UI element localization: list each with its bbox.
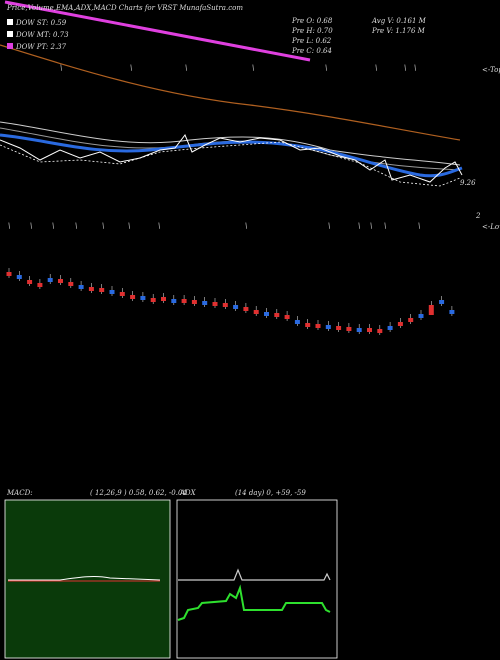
stat: Pre H: 0.70 (291, 27, 333, 35)
candle-body (325, 325, 331, 329)
candle-body (356, 328, 362, 332)
candle-body (6, 272, 12, 276)
candle-body (27, 280, 33, 284)
candle-body (161, 297, 166, 301)
candle-body (284, 315, 290, 319)
marker: \ (370, 222, 372, 230)
candle-body (191, 300, 197, 304)
candle-body (47, 278, 53, 282)
candle-body (202, 301, 208, 305)
candle-body (253, 310, 259, 314)
candle-body (264, 312, 269, 316)
candle-body (294, 320, 300, 324)
last-price: 9.26 (460, 179, 476, 187)
pink-line (4, 0, 311, 62)
legend-entry: DOW ST: 0.59 (15, 19, 67, 27)
candle-body (37, 283, 43, 287)
lows-label: <-Lows (482, 223, 500, 231)
marker: \ (384, 222, 386, 230)
candle-body (243, 307, 249, 311)
stat: Pre C: 0.64 (291, 47, 332, 55)
candles (6, 268, 455, 335)
candle-body (119, 292, 125, 296)
candle-body (408, 318, 414, 322)
candle-body (222, 303, 228, 307)
marker: \ (414, 64, 416, 72)
price-line (0, 134, 463, 183)
candle-body (418, 314, 424, 318)
macd-label: MACD: (6, 489, 33, 497)
marker: \ (30, 222, 32, 230)
stat: Avg V: 0.161 M (371, 17, 427, 25)
chart-title: Price,Volume,EMA,ADX,MACD Charts for VRS… (6, 4, 243, 12)
marker: \ (418, 222, 420, 230)
candle-body (68, 282, 74, 286)
candle-body (78, 285, 84, 289)
marker: \ (375, 64, 377, 72)
legend-entry: DOW PT: 2.37 (15, 43, 67, 51)
legend-swatch (7, 31, 13, 37)
candle-body (449, 310, 455, 314)
marker: \ (325, 64, 327, 72)
marker: \ (52, 222, 54, 230)
marker: \ (130, 64, 132, 72)
brown-line (0, 44, 461, 141)
marker: \ (128, 222, 130, 230)
macd-line (8, 576, 161, 581)
marker: \ (158, 222, 160, 230)
candle-body (88, 287, 94, 291)
candle-body (315, 324, 321, 328)
adx-line (178, 568, 331, 581)
macd-params: ( 12,26,9 ) 0.58, 0.62, -0.04 (90, 489, 187, 497)
candle-body (336, 326, 342, 330)
legend-entry: DOW MT: 0.73 (15, 31, 69, 39)
candle-body (397, 322, 403, 326)
candle-body (377, 329, 383, 333)
legend-swatch (7, 19, 13, 25)
candle-body (212, 302, 218, 306)
candle-body (140, 296, 146, 300)
marker: \ (75, 222, 77, 230)
stat: Pre O: 0.68 (291, 17, 333, 25)
candle-body (346, 327, 352, 331)
candle-body (274, 313, 280, 317)
candle-body (99, 288, 105, 292)
candle-body (150, 298, 156, 302)
marker: \ (8, 222, 10, 230)
dotted-line (0, 141, 461, 187)
candle-body (367, 328, 372, 332)
adx-label: ADX (179, 489, 197, 497)
stat: Pre L: 0.62 (291, 37, 332, 45)
marker: \ (245, 222, 247, 230)
marker: \ (60, 64, 62, 72)
candle-body (439, 300, 445, 304)
candle-body (109, 290, 115, 294)
candle-body (305, 323, 311, 327)
candle-body (171, 299, 177, 303)
adx-params: (14 day) 0, +59, -59 (235, 489, 306, 497)
candle-body (16, 275, 22, 279)
candle-body (233, 305, 239, 309)
candle-body (428, 305, 434, 315)
stat: Pre V: 1.176 M (371, 27, 426, 35)
marker: \ (358, 222, 360, 230)
markers: \ \ \ \ \ \ \ \ \ \ \ \ \ \ \ \ \ \ \ \ \ (8, 64, 420, 230)
plus-di-line (177, 584, 331, 621)
candle-body (58, 279, 63, 283)
marker: \ (185, 64, 187, 72)
candle-body (181, 299, 187, 303)
adx-panel (176, 499, 338, 659)
marker: \ (404, 64, 406, 72)
low-price: 2 (475, 212, 481, 220)
candle-body (130, 295, 136, 299)
legend-swatch (7, 43, 13, 49)
marker: \ (102, 222, 104, 230)
tops-label: <-Tops (482, 66, 500, 74)
marker: \ (252, 64, 254, 72)
candle-body (387, 326, 393, 330)
blue-ema (0, 133, 463, 178)
white-ema (0, 121, 461, 166)
marker: \ (328, 222, 330, 230)
